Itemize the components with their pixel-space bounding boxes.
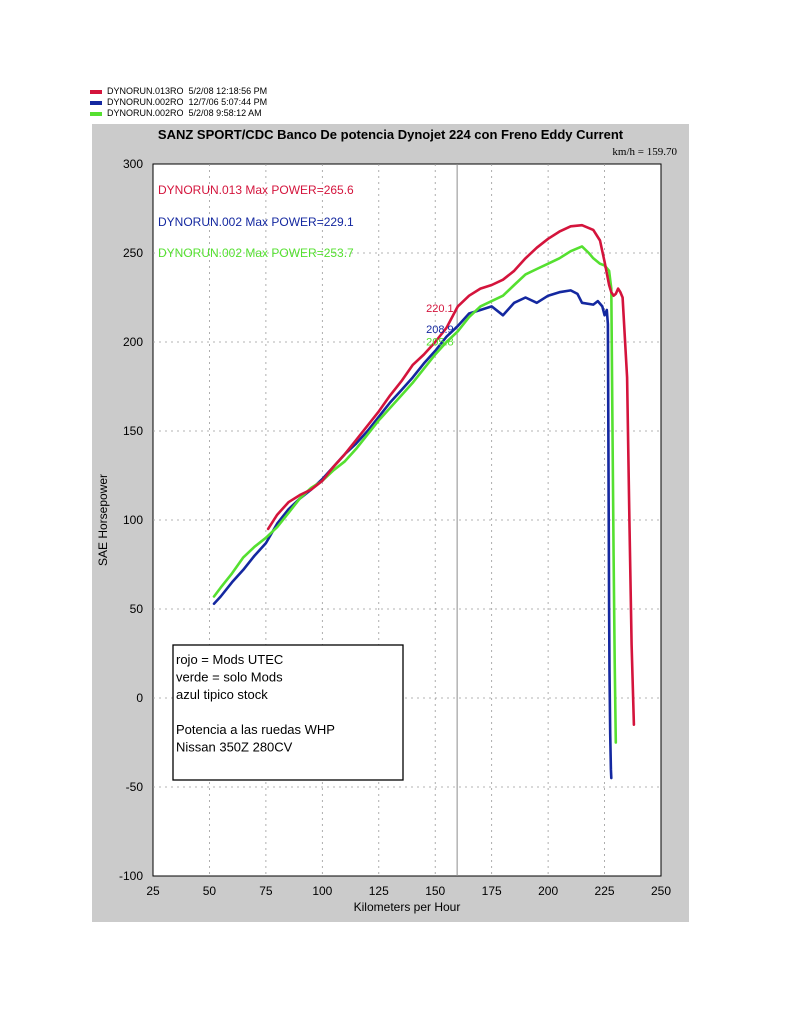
legend-swatch-red bbox=[90, 89, 102, 94]
y-tick-label: 200 bbox=[123, 335, 143, 349]
x-axis-label: Kilometers per Hour bbox=[354, 900, 461, 914]
y-tick-label: 150 bbox=[123, 424, 143, 438]
y-tick-label: 100 bbox=[123, 513, 143, 527]
y-tick-label: 50 bbox=[130, 602, 144, 616]
y-tick-label: -50 bbox=[126, 780, 144, 794]
x-tick-label: 50 bbox=[203, 884, 217, 898]
legend-entry: DYNORUN.002RO 5/2/08 9:58:12 AM bbox=[90, 108, 267, 119]
legend-entry: DYNORUN.013RO 5/2/08 12:18:56 PM bbox=[90, 86, 267, 97]
x-tick-label: 125 bbox=[369, 884, 389, 898]
x-tick-label: 100 bbox=[312, 884, 332, 898]
legend-run-date: 5/2/08 9:58:12 AM bbox=[188, 108, 262, 118]
legend-run-name: DYNORUN.002RO bbox=[107, 97, 184, 107]
cursor-value-label: 208.9 bbox=[426, 324, 454, 336]
note-line: rojo = Mods UTEC bbox=[176, 652, 283, 667]
legend-entry: DYNORUN.002RO 12/7/06 5:07:44 PM bbox=[90, 97, 267, 108]
legend-run-date: 5/2/08 12:18:56 PM bbox=[188, 86, 268, 96]
series-line-green bbox=[212, 245, 618, 744]
cursor-value-label: 205.8 bbox=[426, 337, 454, 349]
max-power-annotation: DYNORUN.002 Max POWER=229.1 bbox=[158, 215, 354, 229]
note-line: azul tipico stock bbox=[176, 687, 268, 702]
cursor-readout: km/h = 159.70 bbox=[612, 146, 677, 158]
chart-panel: SANZ SPORT/CDC Banco De potencia Dynojet… bbox=[92, 124, 689, 922]
y-tick-label: 300 bbox=[123, 157, 143, 171]
cursor-value-label: 220.1 bbox=[426, 303, 454, 315]
y-axis-label: SAE Horsepower bbox=[96, 474, 110, 566]
x-tick-label: 250 bbox=[651, 884, 671, 898]
notes-box bbox=[172, 644, 404, 781]
note-line: Nissan 350Z 280CV bbox=[176, 740, 293, 755]
x-tick-label: 25 bbox=[146, 884, 160, 898]
y-tick-label: 0 bbox=[136, 691, 143, 705]
legend-swatch-green bbox=[90, 111, 102, 116]
legend-run-name: DYNORUN.013RO bbox=[107, 86, 184, 96]
x-tick-label: 225 bbox=[595, 884, 615, 898]
legend-swatch-blue bbox=[90, 100, 102, 105]
max-power-annotation: DYNORUN.002 Max POWER=253.7 bbox=[158, 246, 354, 260]
x-tick-label: 200 bbox=[538, 884, 558, 898]
note-line: verde = solo Mods bbox=[176, 670, 283, 685]
x-tick-label: 75 bbox=[259, 884, 273, 898]
x-tick-label: 150 bbox=[425, 884, 445, 898]
dyno-chart: 25 50 75 100 125 150 175 200 225 250 300 250 200 150 1… bbox=[96, 157, 671, 914]
legend-run-date: 12/7/06 5:07:44 PM bbox=[188, 97, 268, 107]
x-tick-label: 175 bbox=[482, 884, 502, 898]
run-legend: DYNORUN.013RO 5/2/08 12:18:56 PM DYNORUN… bbox=[90, 86, 267, 119]
series-line-red bbox=[266, 223, 636, 727]
legend-run-name: DYNORUN.002RO bbox=[107, 108, 184, 118]
max-power-annotation: DYNORUN.013 Max POWER=265.6 bbox=[158, 183, 354, 197]
y-tick-label: -100 bbox=[119, 869, 143, 883]
chart-title: SANZ SPORT/CDC Banco De potencia Dynojet… bbox=[157, 127, 624, 142]
y-tick-label: 250 bbox=[123, 246, 143, 260]
note-line: Potencia a las ruedas WHP bbox=[176, 722, 335, 737]
